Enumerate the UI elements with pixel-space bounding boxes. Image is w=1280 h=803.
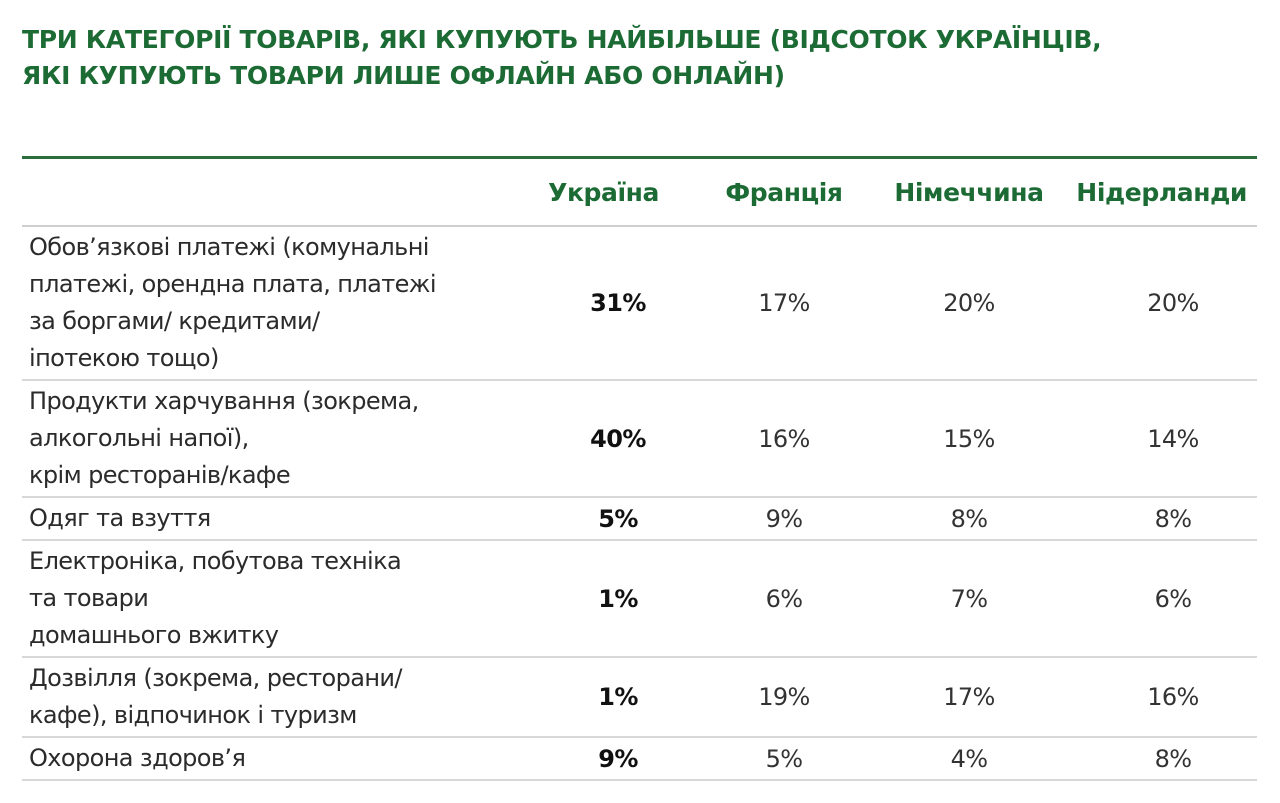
cell-ukraine: 9% <box>492 737 689 781</box>
row-label-line: платежі, орендна плата, платежі <box>29 270 436 298</box>
cell-ukraine: 1% <box>492 657 689 738</box>
header-france: Франція <box>689 159 859 227</box>
cell-france: 17% <box>689 226 859 381</box>
header-ukraine: Україна <box>492 159 689 227</box>
title-line-1: ТРИ КАТЕГОРІЇ ТОВАРІВ, ЯКІ КУПУЮТЬ НАЙБІ… <box>22 25 1102 54</box>
cell-france: 6% <box>689 540 859 658</box>
row-label: Охорона здоров’я <box>22 737 492 781</box>
cell-netherlands: 20% <box>1059 226 1257 381</box>
row-label: Одяг та взуття <box>22 497 492 541</box>
cell-ukraine: 31% <box>492 226 689 381</box>
table-row: Дозвілля (зокрема, ресторани/ кафе), від… <box>22 657 1257 738</box>
row-label-line: кафе), відпочинок і туризм <box>29 701 357 729</box>
row-label: Обов’язкові платежі (комунальні платежі,… <box>22 226 492 381</box>
table-top-rule <box>22 156 1257 159</box>
cell-germany: 20% <box>859 226 1059 381</box>
comparison-table: Україна Франція Німеччина Нідерланди Обо… <box>22 159 1257 781</box>
row-label-line: Одяг та взуття <box>29 504 211 532</box>
cell-germany: 4% <box>859 737 1059 781</box>
cell-france: 19% <box>689 657 859 738</box>
row-label-line: за боргами/ кредитами/ <box>29 307 320 335</box>
row-label-line: домашнього вжитку <box>29 621 279 649</box>
row-label: Дозвілля (зокрема, ресторани/ кафе), від… <box>22 657 492 738</box>
cell-netherlands: 6% <box>1059 540 1257 658</box>
cell-germany: 15% <box>859 380 1059 498</box>
table-row: Продукти харчування (зокрема, алкогольні… <box>22 380 1257 498</box>
header-row: Україна Франція Німеччина Нідерланди <box>22 159 1257 227</box>
row-label-line: іпотекою тощо) <box>29 344 219 372</box>
cell-ukraine: 5% <box>492 497 689 541</box>
cell-france: 9% <box>689 497 859 541</box>
cell-netherlands: 8% <box>1059 497 1257 541</box>
table-row: Охорона здоров’я 9% 5% 4% 8% <box>22 737 1257 781</box>
cell-netherlands: 16% <box>1059 657 1257 738</box>
cell-netherlands: 8% <box>1059 737 1257 781</box>
table-row: Обов’язкові платежі (комунальні платежі,… <box>22 226 1257 381</box>
row-label: Електроніка, побутова техніка та товари … <box>22 540 492 658</box>
row-label-line: Електроніка, побутова техніка <box>29 547 402 575</box>
data-table-container: Україна Франція Німеччина Нідерланди Обо… <box>22 156 1257 781</box>
row-label-line: Продукти харчування (зокрема, <box>29 387 419 415</box>
row-label-line: та товари <box>29 584 149 612</box>
page-title: ТРИ КАТЕГОРІЇ ТОВАРІВ, ЯКІ КУПУЮТЬ НАЙБІ… <box>22 22 1252 94</box>
cell-germany: 8% <box>859 497 1059 541</box>
header-germany: Німеччина <box>859 159 1059 227</box>
cell-germany: 17% <box>859 657 1059 738</box>
row-label-line: крім ресторанів/кафе <box>29 461 291 489</box>
cell-ukraine: 1% <box>492 540 689 658</box>
cell-france: 16% <box>689 380 859 498</box>
cell-germany: 7% <box>859 540 1059 658</box>
cell-netherlands: 14% <box>1059 380 1257 498</box>
row-label-line: алкогольні напої), <box>29 424 249 452</box>
header-netherlands: Нідерланди <box>1059 159 1257 227</box>
row-label-line: Обов’язкові платежі (комунальні <box>29 233 429 261</box>
cell-ukraine: 40% <box>492 380 689 498</box>
row-label-line: Дозвілля (зокрема, ресторани/ <box>29 664 403 692</box>
table-row: Електроніка, побутова техніка та товари … <box>22 540 1257 658</box>
row-label: Продукти харчування (зокрема, алкогольні… <box>22 380 492 498</box>
cell-france: 5% <box>689 737 859 781</box>
row-label-line: Охорона здоров’я <box>29 744 246 772</box>
title-line-2: ЯКІ КУПУЮТЬ ТОВАРИ ЛИШЕ ОФЛАЙН АБО ОНЛАЙ… <box>22 61 785 90</box>
table-row: Одяг та взуття 5% 9% 8% 8% <box>22 497 1257 541</box>
header-category <box>22 159 492 227</box>
